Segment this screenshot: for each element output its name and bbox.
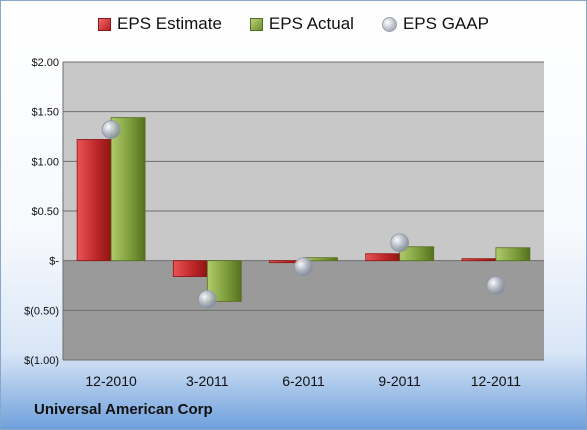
point-eps-gaap	[486, 276, 506, 295]
y-tick-label: $2.00	[31, 57, 59, 69]
bar-eps-actual	[206, 260, 242, 302]
bar-eps-estimate	[172, 260, 208, 277]
x-tick-label: 12-2010	[85, 373, 137, 389]
legend-label-estimate: EPS Estimate	[117, 14, 222, 33]
bar-eps-actual	[399, 246, 435, 262]
legend-item-eps-gaap: EPS GAAP	[381, 14, 489, 34]
bar-eps-actual	[495, 247, 531, 262]
point-eps-gaap	[101, 120, 121, 139]
point-eps-gaap	[197, 290, 217, 309]
legend-item-eps-actual: EPS Actual	[249, 14, 354, 34]
y-tick-label: $(0.50)	[24, 305, 59, 317]
legend-label-gaap: EPS GAAP	[402, 14, 489, 33]
x-tick-label: 6-2011	[282, 373, 325, 389]
legend-swatch-actual	[249, 17, 263, 31]
y-tick-label: $1.50	[31, 107, 59, 119]
point-eps-gaap	[294, 257, 313, 277]
legend-swatch-estimate	[98, 17, 112, 31]
y-tick-label: $0.50	[31, 206, 59, 218]
y-tick-label: $1.00	[31, 156, 59, 168]
x-tick-label: 12-2011	[471, 373, 522, 389]
chart-legend: EPS Estimate EPS Actual EPS GAAP	[0, 14, 587, 34]
legend-item-eps-estimate: EPS Estimate	[98, 14, 222, 34]
bar-eps-actual	[110, 117, 146, 262]
company-name: Universal American Corp	[34, 401, 213, 418]
y-tick-label: $-	[49, 256, 59, 268]
y-tick-label: $(1.00)	[24, 355, 59, 367]
legend-label-actual: EPS Actual	[268, 14, 354, 33]
x-tick-label: 3-2011	[186, 373, 229, 389]
point-eps-gaap	[390, 233, 410, 253]
x-tick-label: 9-2011	[378, 373, 421, 389]
bar-eps-estimate	[76, 139, 112, 262]
bar-eps-estimate	[461, 258, 497, 262]
bar-eps-estimate	[365, 253, 401, 262]
legend-swatch-gaap	[381, 16, 397, 32]
